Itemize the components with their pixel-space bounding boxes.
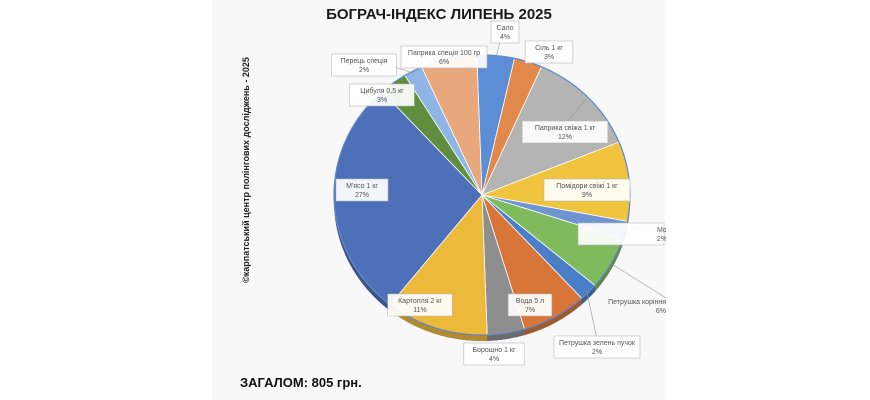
label-box xyxy=(543,178,631,202)
label-box xyxy=(331,53,397,77)
pie-slice-rim xyxy=(390,304,488,341)
slice-label: Петрушка зелень пучок xyxy=(559,340,636,347)
slice-label: Помідори свіжі 1 кг xyxy=(556,182,618,190)
slice-label: Борошно 1 кг xyxy=(472,347,515,354)
slice-label: Картопля 2 кг xyxy=(398,298,442,305)
label-box xyxy=(400,45,488,69)
slice-label: Сіль 1 кг xyxy=(535,44,563,52)
slice-label: Петрушка коріння xyxy=(608,298,666,306)
slice-percent: 2% xyxy=(592,349,602,356)
label-box xyxy=(463,342,525,366)
slice-percent: 3% xyxy=(377,97,387,104)
chart-title: БОГРАЧ-ІНДЕКС ЛИПЕНЬ 2025 xyxy=(326,6,552,23)
leader-line xyxy=(608,261,666,299)
source-note-text: ©карпатський центр полінгових досліджень… xyxy=(241,57,251,283)
slice-percent: 4% xyxy=(500,34,510,41)
pie-slice-rim xyxy=(524,298,582,336)
slice-percent: 9% xyxy=(582,192,592,199)
slice-percent: 12% xyxy=(558,134,572,141)
slice-percent: 2% xyxy=(359,67,369,74)
label-box xyxy=(349,83,415,107)
label-box xyxy=(553,335,641,359)
leader-line xyxy=(586,290,598,340)
label-box xyxy=(507,293,553,317)
slice-percent: 11% xyxy=(413,307,427,314)
pie-slice-rim xyxy=(594,238,623,292)
label-box xyxy=(387,293,453,317)
slice-percent: 27% xyxy=(355,192,369,199)
pie-slice-rim xyxy=(334,195,391,311)
slice-percent: 3% xyxy=(544,54,554,61)
slice-label: Паприка свіжа 1 кг xyxy=(535,124,596,132)
slice-percent: 7% xyxy=(525,307,535,314)
pie-chart: Сало 4% Сіль 1 кг 3% Паприка свіжа 1 кг 12% По… xyxy=(331,20,666,366)
pie-slice-rim xyxy=(581,285,595,305)
slice-label: Паприка спеція 100 гр xyxy=(408,49,480,57)
slice-label: М'ясо 1 кг xyxy=(346,183,378,190)
slice-label: Вода 5 л xyxy=(516,298,544,305)
slice-percent: 4% xyxy=(489,356,499,363)
slice-percent: 6% xyxy=(656,308,666,315)
slice-percent: 2% xyxy=(657,236,666,243)
slice-label: Цибуля 0,5 кг xyxy=(360,87,404,95)
slice-labels: Сало 4% Сіль 1 кг 3% Паприка свіжа 1 кг 12% По… xyxy=(331,20,666,366)
label-box xyxy=(521,120,609,144)
label-box xyxy=(490,20,520,44)
leader-line xyxy=(564,99,587,125)
label-box xyxy=(524,40,574,64)
slice-label: Сало xyxy=(496,25,513,32)
slice-percent: 6% xyxy=(439,59,449,66)
total-label: ЗАГАЛОМ: 805 грн. xyxy=(240,375,362,390)
source-note: ©карпатський центр полінгових досліджень… xyxy=(236,57,256,283)
label-box xyxy=(335,178,389,202)
label-box xyxy=(577,222,665,246)
slice-label: Морква коріння пучок xyxy=(657,226,666,234)
slice-label: Перець спеція xyxy=(341,57,388,65)
